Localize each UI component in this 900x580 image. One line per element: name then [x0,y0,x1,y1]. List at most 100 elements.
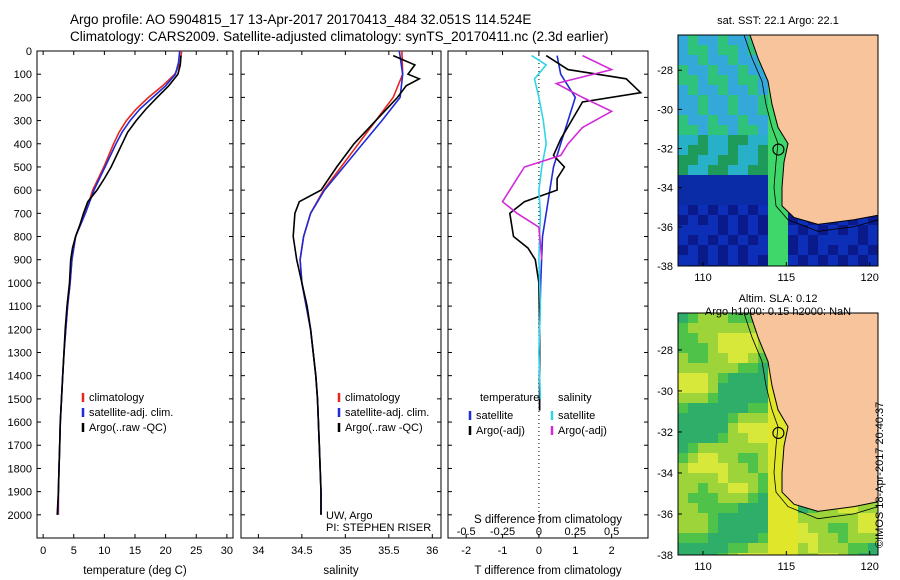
map-cell [828,255,838,265]
map-cell [738,65,748,75]
map-cell [678,393,688,403]
x-top-axis-label: S difference from climatology [474,514,622,526]
map-cell [778,135,788,145]
map-cell [738,523,748,533]
map-cell [718,333,728,343]
map-cell [688,145,698,155]
map-cell [748,125,758,135]
map-cell [678,245,688,255]
map-cell [678,383,688,393]
map-cell [748,225,758,235]
map-cell [818,255,828,265]
map-cell [828,543,838,553]
map-cell [728,323,738,333]
map-cell [678,373,688,383]
map-cell [858,215,868,225]
series-line-climatology [57,50,183,515]
map-cell [738,393,748,403]
map-cell [708,95,718,105]
map-cell [708,55,718,65]
x-axis-label: temperature (deg C) [83,565,187,577]
map-cell [718,105,728,115]
x-tick-label: 34 [252,545,264,557]
map-title: Argo h1000: 0.15 h2000: NaN [705,306,851,318]
map-cell [828,553,838,555]
map-cell [768,115,778,125]
map-cell [688,235,698,245]
map-cell [738,473,748,483]
map-y-tick-label: -32 [657,427,673,439]
map-cell [728,333,738,343]
map-cell [728,155,738,165]
map-cell [678,205,688,215]
map-y-tick-label: -28 [657,65,673,77]
timestamp-stamp: ©IMOS 18-Apr-2017 20:40:37 [874,401,886,548]
map-cell [718,85,728,95]
map-cell [758,463,768,473]
map-cell [748,373,758,383]
map-cell [678,493,688,503]
map-cell [768,165,778,175]
legend-label: Argo(..raw -QC) [345,422,423,434]
map-cell [728,553,738,555]
map-cell [708,313,718,323]
map-cell [848,235,858,245]
map-cell [728,393,738,403]
map-cell [698,155,708,165]
x-tick-label: 10 [98,545,110,557]
map-cell [708,403,718,413]
map-cell [858,225,868,235]
map-cell [758,185,768,195]
map-title: Altim. SLA: 0.12 [739,293,818,305]
map-cell [718,45,728,55]
map-cell [678,553,688,555]
legend-label: satellite-adj. clim. [345,407,429,419]
map-cell [758,85,768,95]
map-y-tick-label: -38 [657,261,673,273]
map-cell [798,543,808,553]
map-cell [778,443,788,453]
map-cell [778,255,788,265]
map-cell [698,333,708,343]
map-x-tick-label: 115 [778,561,796,573]
figure-subtitle: Climatology: CARS2009. Satellite-adjuste… [70,29,609,44]
map-cell [728,75,738,85]
map-cell [688,175,698,185]
y-tick-label: 1500 [8,394,32,406]
map-cell [678,35,688,45]
map-cell [708,105,718,115]
map-cell [858,543,868,553]
map-cell [738,75,748,85]
map-cell [708,333,718,343]
map-cell [718,433,728,443]
map-cell [768,195,778,205]
map-cell [718,65,728,75]
map-cell [758,155,768,165]
map-cell [778,205,788,215]
series-line-satellite-adj-clim- [57,50,181,515]
map-cell [748,215,758,225]
map-cell [698,513,708,523]
map-cell [708,75,718,85]
map-cell [718,363,728,373]
map-cell [728,195,738,205]
map-cell [698,533,708,543]
map-cell [688,55,698,65]
y-tick-label: 2000 [8,510,32,522]
map-cell [678,145,688,155]
x-top-tick-label: 0 [536,526,542,538]
map-cell [708,145,718,155]
map-cell [758,513,768,523]
map-cell [728,473,738,483]
map-cell [858,503,868,513]
y-tick-label: 100 [14,69,32,81]
map-cell [698,323,708,333]
map-cell [728,313,738,323]
map-cell [698,383,708,393]
x-tick-label: 1 [572,545,578,557]
map-cell [728,165,738,175]
map-cell [818,533,828,543]
map-cell [748,85,758,95]
map-cell [768,453,778,463]
series-line-climatology [299,50,404,515]
